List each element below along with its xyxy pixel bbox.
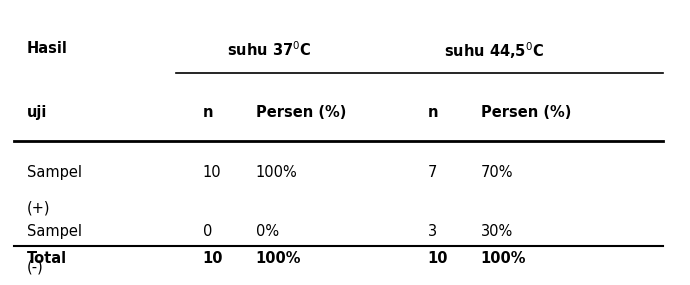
Text: 10: 10 <box>428 251 448 266</box>
Text: n: n <box>203 105 213 120</box>
Text: Total: Total <box>27 251 67 266</box>
Text: Sampel: Sampel <box>27 165 82 180</box>
Text: 70%: 70% <box>481 165 513 180</box>
Text: 10: 10 <box>203 251 223 266</box>
Text: 0%: 0% <box>255 224 279 239</box>
Text: 0: 0 <box>203 224 212 239</box>
Text: n: n <box>428 105 438 120</box>
Text: Sampel: Sampel <box>27 224 82 239</box>
Text: Persen (%): Persen (%) <box>255 105 346 120</box>
Text: 7: 7 <box>428 165 437 180</box>
Text: 3: 3 <box>428 224 437 239</box>
Text: suhu 37$^0$C: suhu 37$^0$C <box>227 41 311 59</box>
Text: 30%: 30% <box>481 224 513 239</box>
Text: uji: uji <box>27 105 48 120</box>
Text: 10: 10 <box>203 165 221 180</box>
Text: Persen (%): Persen (%) <box>481 105 571 120</box>
Text: (-): (-) <box>27 259 43 274</box>
Text: (+): (+) <box>27 200 50 215</box>
Text: 100%: 100% <box>255 165 297 180</box>
Text: suhu 44,5$^0$C: suhu 44,5$^0$C <box>444 41 544 61</box>
Text: Hasil: Hasil <box>27 41 68 56</box>
Text: 100%: 100% <box>255 251 301 266</box>
Text: 100%: 100% <box>481 251 526 266</box>
